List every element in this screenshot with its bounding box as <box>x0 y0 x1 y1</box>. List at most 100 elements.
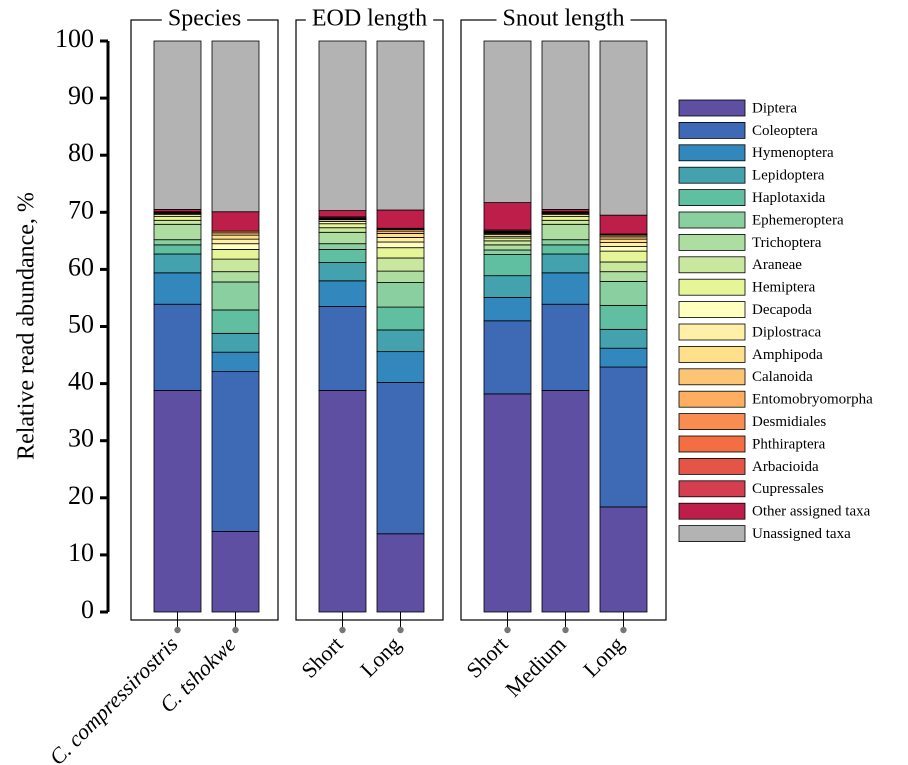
x-tick-dot <box>504 626 511 634</box>
bar-segment <box>483 40 532 203</box>
legend-swatch <box>678 233 746 251</box>
bar-segment <box>599 242 648 247</box>
legend-swatch <box>678 99 746 117</box>
legend-label: Phthiraptera <box>752 436 826 452</box>
bar-segment <box>211 211 260 232</box>
legend-label: Desmidiales <box>752 414 826 430</box>
legend-swatch <box>678 345 746 363</box>
panel-title-bg <box>496 18 631 22</box>
legend-label: Amphipoda <box>752 347 823 363</box>
panel-title: Species <box>168 6 241 32</box>
y-tick-label: 20 <box>68 481 94 510</box>
x-tick-label: Long <box>355 631 406 682</box>
bar-segment <box>483 240 532 246</box>
bar-segment <box>318 227 367 233</box>
legend-swatch <box>678 166 746 184</box>
y-tick-label: 40 <box>68 367 94 396</box>
x-tick-dot <box>562 626 569 634</box>
legend-swatch <box>678 502 746 520</box>
bar-segment <box>318 210 367 218</box>
bar-segment <box>599 304 648 330</box>
bar-segment <box>541 215 590 221</box>
legend-swatch <box>678 256 746 274</box>
bar-segment <box>541 272 590 305</box>
y-tick-label: 80 <box>68 138 94 167</box>
bar-segment <box>483 320 532 395</box>
bar-segment <box>318 249 367 263</box>
bar-segment <box>599 238 648 243</box>
bar-segment <box>376 282 425 308</box>
legend-swatch <box>678 480 746 498</box>
panel-title-bg <box>305 18 434 22</box>
bar-segment <box>541 244 590 255</box>
bar-segment <box>483 249 532 255</box>
bar-segment <box>599 214 648 235</box>
legend-swatch <box>678 189 746 207</box>
bar-segment <box>376 209 425 229</box>
bar-segment <box>599 347 648 368</box>
bar-segment <box>599 246 648 252</box>
bar-segment <box>318 223 367 229</box>
legend-label: Other assigned taxa <box>752 504 871 520</box>
bar-segment <box>211 238 260 245</box>
legend-label: Cupressales <box>752 481 824 497</box>
bar-segment <box>483 244 532 251</box>
bar-segment <box>318 40 367 211</box>
bar-segment <box>211 249 260 260</box>
bar-segment <box>599 328 648 349</box>
y-tick-label: 50 <box>68 309 94 338</box>
bar-segment <box>483 393 532 613</box>
bar-segment <box>318 390 367 613</box>
bar-segment <box>376 351 425 383</box>
bar-segment <box>153 244 202 255</box>
bar-segment <box>211 243 260 250</box>
bar-segment <box>153 390 202 613</box>
bar-segment <box>541 40 590 210</box>
bar-segment <box>541 239 590 246</box>
bar-segment <box>599 40 648 216</box>
bar-segment <box>376 241 425 249</box>
bar-segment <box>599 280 648 306</box>
x-tick-label: Medium <box>500 631 570 701</box>
legend-label: Decapoda <box>752 302 812 318</box>
bar-segment <box>153 223 202 241</box>
y-tick-label: 30 <box>68 424 94 453</box>
panel-title: EOD length <box>312 6 427 32</box>
legend-label: Coleoptera <box>752 123 818 139</box>
legend-label: Diptera <box>752 100 797 116</box>
bar-segment <box>318 262 367 282</box>
bar-segment <box>483 296 532 322</box>
legend-swatch <box>678 413 746 431</box>
bar-segment <box>599 261 648 273</box>
x-tick-dot <box>397 626 404 634</box>
bar-segment <box>211 332 260 353</box>
bar-segment <box>211 258 260 273</box>
legend-label: Unassigned taxa <box>752 526 851 542</box>
x-tick-label: Short <box>296 631 347 682</box>
y-tick-label: 70 <box>68 195 94 224</box>
y-tick-label: 10 <box>68 538 94 567</box>
bar-segment <box>541 219 590 225</box>
bar-segment <box>153 215 202 221</box>
bar-segment <box>376 382 425 535</box>
bar-segment <box>541 390 590 613</box>
legend-label: Ephemeroptera <box>752 212 844 228</box>
legend-label: Entomobryomorpha <box>752 392 873 408</box>
legend-swatch <box>678 323 746 341</box>
x-tick-dot <box>620 626 627 634</box>
bar-segment <box>376 257 425 272</box>
panel-title-bg <box>161 18 248 22</box>
bar-segment <box>376 329 425 353</box>
bar-segment <box>599 366 648 508</box>
bar-segment <box>318 306 367 391</box>
legend-label: Lepidoptera <box>752 168 825 184</box>
legend-swatch <box>678 278 746 296</box>
bar-segment <box>376 247 425 259</box>
bar-segment <box>211 371 260 532</box>
bar-segment <box>599 250 648 263</box>
y-tick-label: 90 <box>68 81 94 110</box>
bar-segment <box>211 309 260 334</box>
panel-title: Snout length <box>502 6 624 32</box>
legend-label: Calanoida <box>752 369 813 385</box>
legend-label: Arbacioida <box>752 459 819 475</box>
